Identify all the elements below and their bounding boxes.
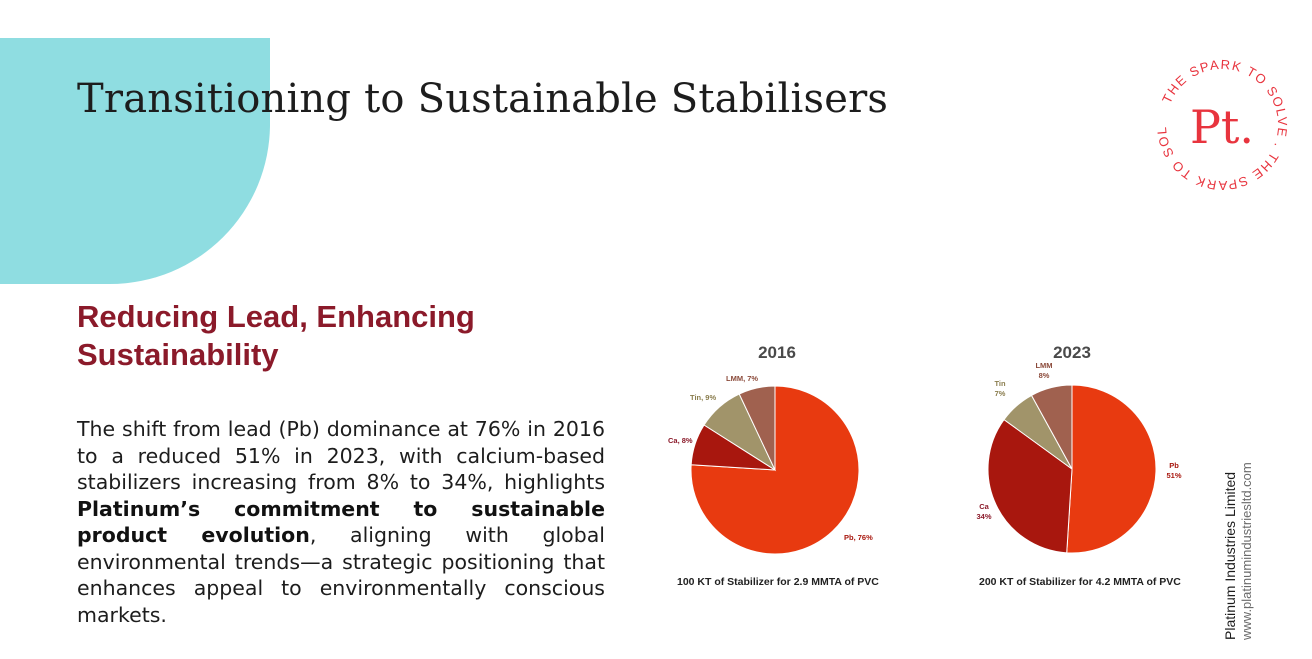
slice-label-pb: Pb, 76%: [844, 533, 873, 542]
pie-slice-lmm: [1030, 384, 1073, 470]
pie-slice-pb: [1066, 384, 1157, 554]
company-footer: Platinum Industries Limited www.platinum…: [1222, 462, 1254, 640]
chart-2016-caption: 100 KT of Stabilizer for 2.9 MMTA of PVC: [677, 576, 879, 588]
chart-2023-title: 2023: [1053, 343, 1091, 362]
section-subtitle: Reducing Lead, Enhancing Sustainability: [77, 299, 475, 372]
body-text-part2: , aligning with global environmental tre…: [77, 523, 605, 627]
platinum-logo: THE SPARK TO SOLVE . THE SPARK TO SOLVE …: [1152, 55, 1289, 193]
slice-label-ca: Ca, 8%: [668, 436, 693, 445]
body-text-part1: The shift from lead (Pb) dominance at 76…: [77, 417, 605, 494]
pie-slice-pb: [690, 385, 860, 555]
slice-label-tin: Tin, 9%: [690, 393, 716, 402]
pie-chart-2016: Pb, 76% Ca, 8% Tin, 9% LMM, 7%: [668, 374, 873, 555]
pie-chart-2023: Pb 51% Ca 34% Tin 7% LMM 8%: [976, 362, 1182, 554]
slice-label-pb: Pb 51%: [1166, 461, 1181, 480]
logo-mark: Pt.: [1190, 100, 1254, 154]
pie-slice-ca: [987, 418, 1073, 554]
slice-label-tin: Tin 7%: [994, 379, 1006, 398]
slice-label-lmm: LMM 8%: [1035, 362, 1052, 380]
chart-2023-caption: 200 KT of Stabilizer for 4.2 MMTA of PVC: [979, 576, 1181, 588]
pie-slice-lmm: [738, 385, 776, 471]
body-text-bold: Platinum’s commitment to sustainable pro…: [77, 496, 605, 548]
slice-label-lmm: LMM, 7%: [726, 374, 758, 383]
company-name: Platinum Industries Limited: [1222, 471, 1238, 640]
body-paragraph: The shift from lead (Pb) dominance at 76…: [77, 416, 605, 628]
slice-label-ca: Ca 34%: [976, 502, 991, 521]
decorative-teal-shape: [0, 38, 270, 284]
company-url[interactable]: www.platinumindustriesltd.com: [1239, 462, 1254, 640]
chart-2016-title: 2016: [758, 343, 796, 362]
slide-title: Transitioning to Sustainable Stabilisers: [77, 76, 889, 122]
